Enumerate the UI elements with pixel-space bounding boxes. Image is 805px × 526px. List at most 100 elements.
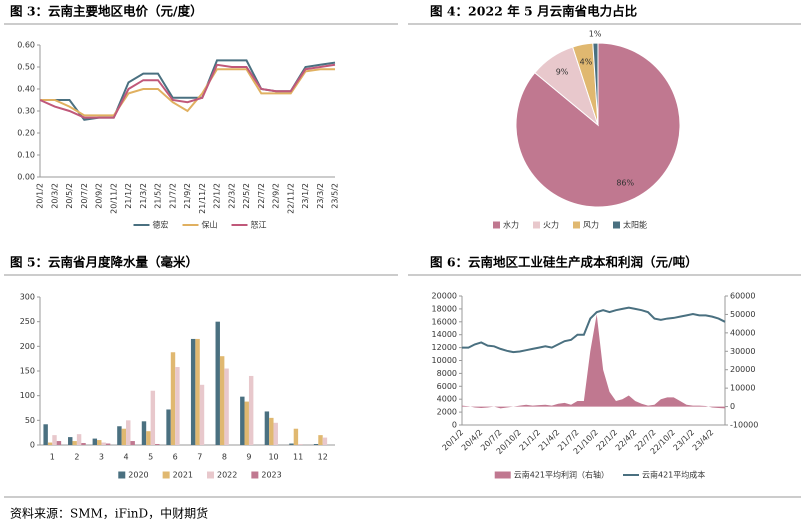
bar <box>92 438 98 445</box>
chart-title: 图 6：云南地区工业硅生产成本和利润（元/吨） <box>430 255 698 270</box>
y-tick-label: 0.20 <box>17 129 35 138</box>
bar <box>121 428 127 445</box>
y-tick-label: 0.00 <box>17 173 35 182</box>
y-tick-label: 6000 <box>437 382 457 391</box>
legend-label: 云南421平均利润（右轴） <box>514 470 609 480</box>
bar <box>155 444 160 445</box>
bar <box>195 338 200 445</box>
y-tick-label: 12000 <box>432 343 457 352</box>
legend-swatch <box>533 221 540 229</box>
bar <box>81 443 86 445</box>
y-tick-label: 20000 <box>432 292 457 301</box>
data-label: 1% <box>589 30 602 39</box>
legend-label: 2020 <box>128 471 148 480</box>
y-tick-label: 0.50 <box>17 63 35 72</box>
bar <box>298 444 303 445</box>
bar <box>215 321 220 445</box>
y-tick-label: 60000 <box>730 292 755 301</box>
y-tick-label: 0 <box>730 402 735 411</box>
bar <box>43 424 48 445</box>
bar <box>101 442 106 445</box>
bar <box>47 442 53 445</box>
bar <box>244 401 249 445</box>
x-tick-label: 2 <box>74 453 79 462</box>
y-tick-label: 10000 <box>432 356 457 365</box>
y-tick-label: 30000 <box>730 347 755 356</box>
legend-label: 2021 <box>173 471 193 480</box>
chart-title: 图 4：2022 年 5 月云南省电力占比 <box>430 4 638 19</box>
x-tick-label: 22/9/2 <box>272 183 281 209</box>
x-tick-label: 20/9/2 <box>95 183 104 209</box>
legend-label: 太阳能 <box>623 220 647 230</box>
x-tick-label: 1 <box>50 453 55 462</box>
x-tick-label: 22/7/2 <box>257 183 266 209</box>
bar <box>219 356 225 445</box>
y-tick-label: 10000 <box>730 384 755 393</box>
bar <box>76 434 82 445</box>
bar <box>248 375 254 445</box>
bar <box>150 390 156 445</box>
y-tick-label: 100 <box>20 391 35 400</box>
y-tick-label: 250 <box>20 317 35 326</box>
legend-label: 火力 <box>543 220 559 230</box>
y-tick-label: 18000 <box>432 304 457 313</box>
bar <box>117 426 122 445</box>
legend-label: 云南421平均成本 <box>642 470 705 480</box>
y-tick-label: 0.40 <box>17 85 35 94</box>
x-tick-label: 21/1/2 <box>124 183 133 209</box>
y-tick-label: 50 <box>25 416 35 425</box>
y-tick-label: 0.10 <box>17 151 35 160</box>
y-tick-label: 50000 <box>730 310 755 319</box>
bar <box>313 444 319 445</box>
x-tick-label: 3 <box>99 453 104 462</box>
line <box>39 63 336 119</box>
data-label: 4% <box>580 58 593 67</box>
legend-swatch <box>494 471 511 479</box>
y-tick-label: 40000 <box>730 328 755 337</box>
bar <box>240 396 245 445</box>
x-tick-label: 23/4/2 <box>691 428 716 453</box>
bar <box>269 417 274 445</box>
x-tick-label: 20/5/2 <box>65 183 74 209</box>
bar <box>68 437 73 445</box>
legend-label: 水力 <box>503 220 519 230</box>
bar <box>170 352 176 445</box>
bar <box>318 435 323 445</box>
bar <box>166 409 171 445</box>
x-tick-label: 22/3/2 <box>227 183 236 209</box>
y-tick-label: 2000 <box>437 408 457 417</box>
bar <box>126 420 131 445</box>
x-tick-label: 21/7/2 <box>168 183 177 209</box>
bar <box>105 443 111 445</box>
legend-swatch <box>493 221 500 229</box>
bar <box>224 368 229 445</box>
y-tick-label: -10000 <box>730 421 758 430</box>
x-tick-label: 10 <box>268 453 278 462</box>
bar <box>322 437 328 445</box>
x-tick-label: 11 <box>293 453 303 462</box>
area <box>462 314 725 409</box>
legend-label: 保山 <box>202 220 218 230</box>
x-tick-label: 22/5/2 <box>242 183 251 209</box>
bar <box>175 367 180 445</box>
bar <box>289 443 294 445</box>
legend-swatch <box>251 471 259 479</box>
pie-slice <box>592 42 599 126</box>
legend-label: 德宏 <box>153 220 169 230</box>
y-tick-label: 14000 <box>432 330 457 339</box>
legend-swatch <box>573 221 580 229</box>
y-tick-label: 4000 <box>437 395 457 404</box>
legend-swatch <box>118 471 126 479</box>
legend-swatch <box>613 221 620 229</box>
bar <box>52 435 57 445</box>
y-tick-label: 16000 <box>432 317 457 326</box>
y-tick-label: 0.30 <box>17 107 35 116</box>
bar <box>72 441 77 445</box>
source-note: 资料来源：SMM，iFinD，中财期货 <box>10 506 208 521</box>
x-tick-label: 23/3/2 <box>316 183 325 209</box>
y-tick-label: 0 <box>452 421 457 430</box>
bar <box>264 411 270 445</box>
bar <box>273 422 278 445</box>
x-tick-label: 21/11/2 <box>198 183 207 214</box>
